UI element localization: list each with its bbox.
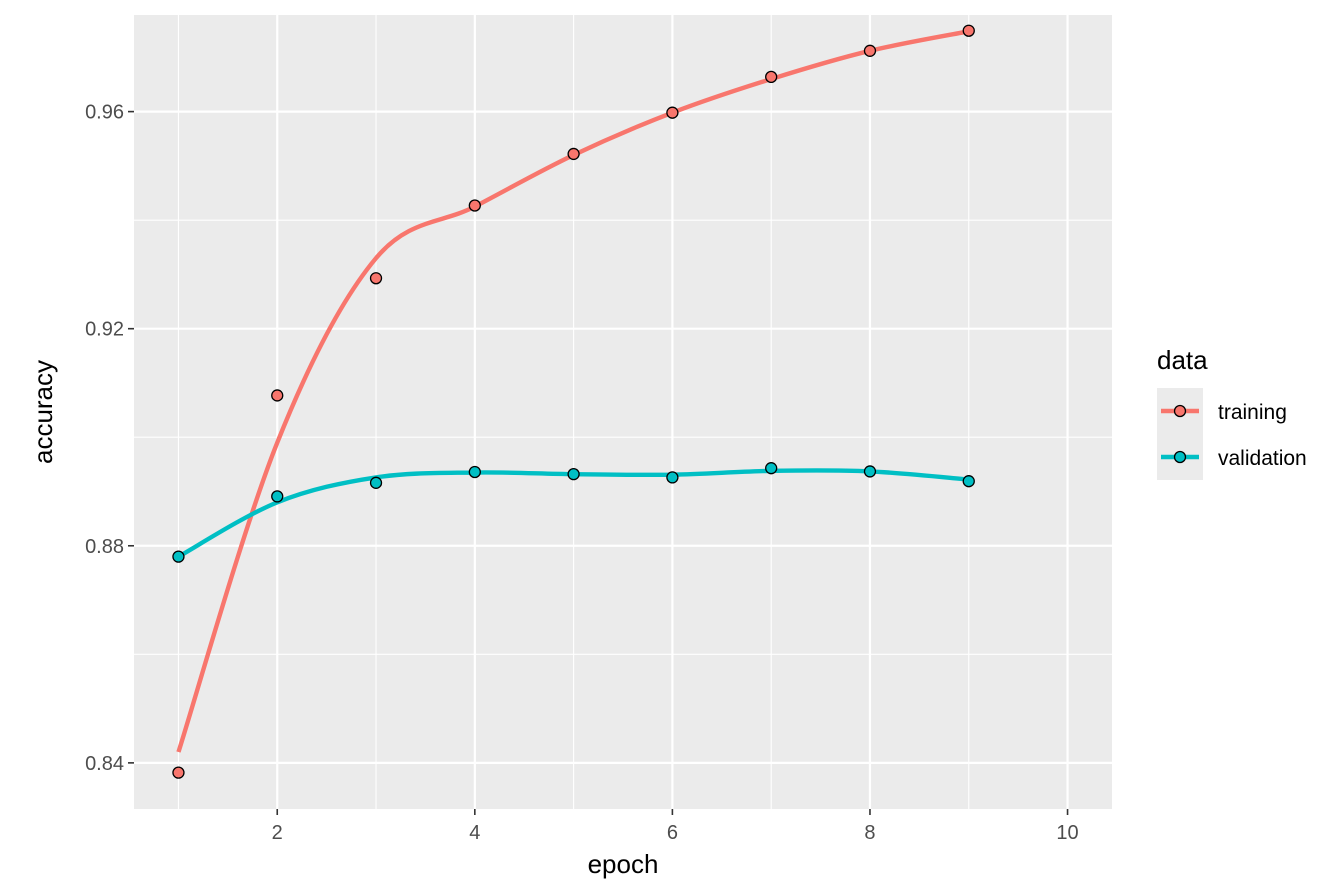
plot-panel [134, 15, 1112, 809]
training-point [863, 44, 877, 57]
y-axis-title: accuracy [28, 360, 58, 464]
validation-series [172, 462, 975, 563]
validation-point [765, 462, 778, 475]
training-point [567, 147, 580, 161]
y-tick-label: 0.96 [85, 102, 124, 124]
training-point [369, 272, 383, 285]
x-axis: 2 4 6 8 10 [272, 809, 1079, 844]
y-tick-label: 0.92 [85, 319, 124, 341]
minor-gridlines [134, 15, 1112, 809]
training-point [962, 24, 975, 37]
validation-point [863, 465, 877, 478]
validation-point [666, 471, 679, 484]
x-tick-label: 8 [864, 822, 875, 844]
major-gridlines [134, 15, 1112, 809]
x-tick-label: 10 [1056, 822, 1078, 844]
x-tick-label: 6 [667, 822, 678, 844]
validation-point [369, 476, 383, 489]
training-point [468, 199, 481, 212]
training-point [765, 70, 778, 84]
y-tick-label: 0.84 [85, 753, 124, 775]
x-tick-label: 4 [469, 822, 480, 844]
x-tick-label: 2 [272, 822, 283, 844]
training-point [666, 106, 679, 119]
y-tick-label: 0.88 [85, 536, 124, 558]
validation-point [172, 550, 185, 563]
legend-item-training: training [1161, 401, 1287, 424]
legend-label: training [1218, 401, 1287, 424]
legend-title: data [1157, 345, 1208, 375]
legend: data training validation [1157, 345, 1307, 480]
legend-key-point [1173, 450, 1187, 464]
legend-item-validation: validation [1161, 447, 1307, 470]
legend-key-background [1157, 388, 1203, 480]
training-point [172, 766, 185, 779]
training-smooth-line [176, 29, 970, 753]
validation-point [962, 475, 975, 488]
x-axis-title: epoch [588, 849, 659, 879]
validation-point [271, 490, 284, 503]
training-series [172, 24, 975, 779]
validation-point [567, 467, 580, 481]
legend-label: validation [1218, 447, 1307, 470]
legend-key-point [1173, 404, 1187, 418]
validation-point [468, 465, 481, 479]
series-layer [172, 24, 975, 779]
training-point [271, 389, 284, 402]
y-axis: 0.84 0.88 0.92 0.96 [85, 102, 134, 775]
